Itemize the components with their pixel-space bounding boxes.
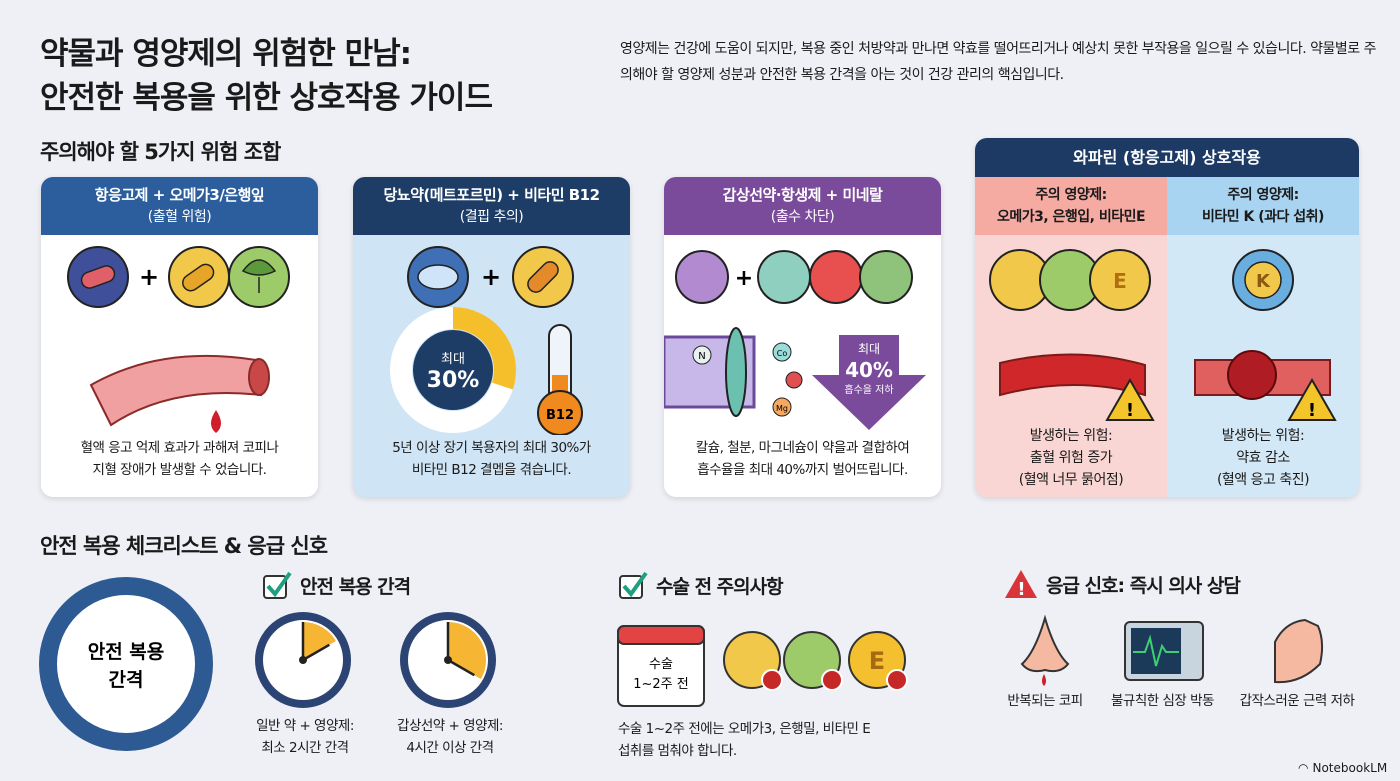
warning-icon [1287, 377, 1337, 421]
clock-icon [255, 612, 351, 708]
donut-segment [452, 307, 516, 390]
card-desc: 5년 이상 장기 복용자의 최대 30%가 비타민 B12 결멥을 겪습니다. [392, 440, 591, 478]
absorption-block-illustration: + N Co Mg 최대 40% 흡수을 저하 [664, 250, 926, 430]
plus-icon: + [139, 263, 159, 291]
intro-text: 영양제는 건강에 도움이 되지만, 복용 중인 처방약과 만나면 약효를 떨어뜨… [620, 41, 1376, 83]
svg-text:!: ! [1017, 579, 1024, 600]
pill-label: K [1256, 271, 1271, 292]
vitamin-e-icon [1089, 249, 1151, 311]
emergency-item-3: 갑작스러운 근력 저하 [1239, 693, 1355, 709]
emergency-item-2: 불규칙한 심장 박동 [1111, 693, 1214, 709]
card-desc: 혈액 응고 억제 효과가 과해져 코피나 지혈 장애가 발생할 수 었습니다. [80, 440, 279, 478]
bleeding-vessel-illustration: + [67, 246, 290, 433]
ring-label: 안전 복용 [88, 641, 165, 663]
emergency-item-1: 반복되는 코피 [1007, 693, 1083, 709]
risk-card-metformin: 당뇨약(메트포르민) + 비타민 B12 (결핍 추의) + 최대 30% B12… [353, 177, 630, 497]
svg-text:!: ! [1126, 400, 1134, 421]
pill-label: E [869, 647, 885, 675]
warfarin-title: 와파린 (항응고제) 상호작용 [975, 138, 1359, 177]
blood-drop-icon [211, 410, 221, 433]
card-desc: 칼슘, 철분, 마그네슘이 약을과 결합하여 흡수율을 최대 40%까지 벌어뜨립… [695, 440, 910, 478]
section-title-risks: 주의해야 할 5가지 위험 조합 [40, 140, 281, 164]
page-title: 약물과 영양제의 위험한 만남: 안전한 복용을 위한 상호작용 가이드 [40, 36, 493, 116]
thin-blood-vessel [999, 353, 1146, 397]
magnesium-icon [859, 250, 913, 304]
risk-card-thyroid: 갑상선약·항생제 + 미네랄 (출수 차단) + N Co Mg 최대 40% 흡… [664, 177, 941, 497]
muscle-weakness-icon [1274, 618, 1324, 684]
arrow-value: 40% [845, 358, 893, 382]
surgery-heading: 수술 전 주의사항 [618, 570, 784, 600]
svg-text:!: ! [1308, 400, 1316, 421]
warfarin-right-header: 주의 영양제: 비타민 K (과다 섭취) [1167, 177, 1359, 235]
prohibited-icon [821, 669, 843, 691]
warning-icon [1105, 377, 1155, 421]
decrease-arrow [812, 335, 926, 430]
nose-bleed-icon [1020, 614, 1070, 673]
clot-risk-illustration: K ! [1194, 249, 1337, 421]
clock-hour-hand [302, 643, 330, 662]
emergency-heading: ! 응급 신호: 즉시 의사 상담 [1004, 568, 1241, 600]
prohibited-icon [886, 669, 908, 691]
pill-label: E [1113, 269, 1127, 293]
mineral-label: Co [777, 349, 788, 358]
b12-deficiency-illustration: + 최대 30% B12 [390, 246, 583, 435]
calendar-label: 1~2주 전 [633, 677, 689, 692]
prohibited-icon [761, 669, 783, 691]
warfarin-left: 주의 영양제: 오메가3, 은행입, 비타민E E ! 발생하는 위험: 출혈 위험… [975, 177, 1167, 497]
plus-icon: + [481, 263, 501, 291]
surgery-illustration: 수술 1~2주 전 E [617, 625, 908, 707]
donut-label: 최대 [441, 352, 465, 367]
mineral-label: N [698, 351, 705, 362]
blood-drop-icon [1042, 674, 1046, 686]
warfarin-left-risk: 발생하는 위험: 출혈 위험 증가 (혈액 너무 묽어점) [1018, 428, 1124, 488]
clock-interval-wedge [303, 622, 336, 660]
warfarin-left-header: 주의 영양제: 오메가3, 은행입, 비타민E [975, 177, 1167, 235]
warfarin-panel: 와파린 (항응고제) 상호작용 주의 영양제: 오메가3, 은행입, 비타민E E… [975, 138, 1359, 497]
card-header: 갑상선약·항생제 + 미네랄 (출수 차단) [664, 177, 941, 235]
mineral-label: Mg [776, 404, 788, 413]
notebooklm-logo: ◠ NotebookLM [1298, 761, 1388, 775]
clock-hour-hand [447, 658, 475, 677]
iron-icon [809, 250, 863, 304]
notebooklm-icon: ◠ [1298, 761, 1309, 775]
card-header: 항응고제 + 오메가3/은행잎 (출혈 위험) [41, 177, 318, 235]
clock-icon [400, 612, 496, 708]
section-title-checklist: 안전 복용 체크리스트 & 응급 신호 [40, 534, 328, 558]
warfarin-right: 주의 영양제: 비타민 K (과다 섭취) K ! 발생하는 위험: 약효 감소 (혈… [1167, 177, 1359, 497]
calcium-icon [757, 250, 811, 304]
donut-value: 30% [427, 368, 480, 393]
calendar-label: 수술 [649, 657, 673, 672]
arrow-sub: 흡수을 저하 [844, 383, 893, 396]
ring-label: 간격 [109, 669, 144, 691]
thermometer-label: B12 [546, 408, 574, 423]
bleeding-risk-illustration: E ! [989, 249, 1155, 421]
arrow-label: 최대 [858, 342, 880, 356]
risk-card-anticoagulant: 항응고제 + 오메가3/은행잎 (출혈 위험) + 혈액 응고 억제 효과가 과해… [41, 177, 318, 497]
capsule-icon [675, 250, 729, 304]
warning-icon: ! [1005, 570, 1037, 600]
clocks [255, 612, 496, 708]
clock-caption-1: 일반 약 + 영양제: 최소 2시간 간격 [256, 718, 354, 756]
plus-icon: + [735, 266, 753, 291]
checkbox-check-icon [263, 571, 292, 599]
clock-caption-2: 갑상선약 + 영양제: 4시간 이상 간격 [397, 718, 503, 756]
checkbox-check-icon [619, 571, 648, 599]
blood-vessel [89, 354, 263, 427]
interval-heading: 안전 복용 간격 [262, 570, 411, 600]
card-header: 당뇨약(메트포르민) + 비타민 B12 (결핍 추의) [353, 177, 630, 235]
emergency-illustrations [1020, 614, 1324, 686]
warfarin-right-risk: 발생하는 위험: 약효 감소 (혈액 응고 축진) [1216, 428, 1310, 488]
interval-ring: 안전 복용 간격 [39, 577, 213, 751]
blood-clot [1227, 350, 1277, 400]
surgery-desc: 수술 1~2주 전에는 오메가3, 은행밀, 비타민 E 섭취를 멈춰야 합니다. [618, 721, 871, 759]
